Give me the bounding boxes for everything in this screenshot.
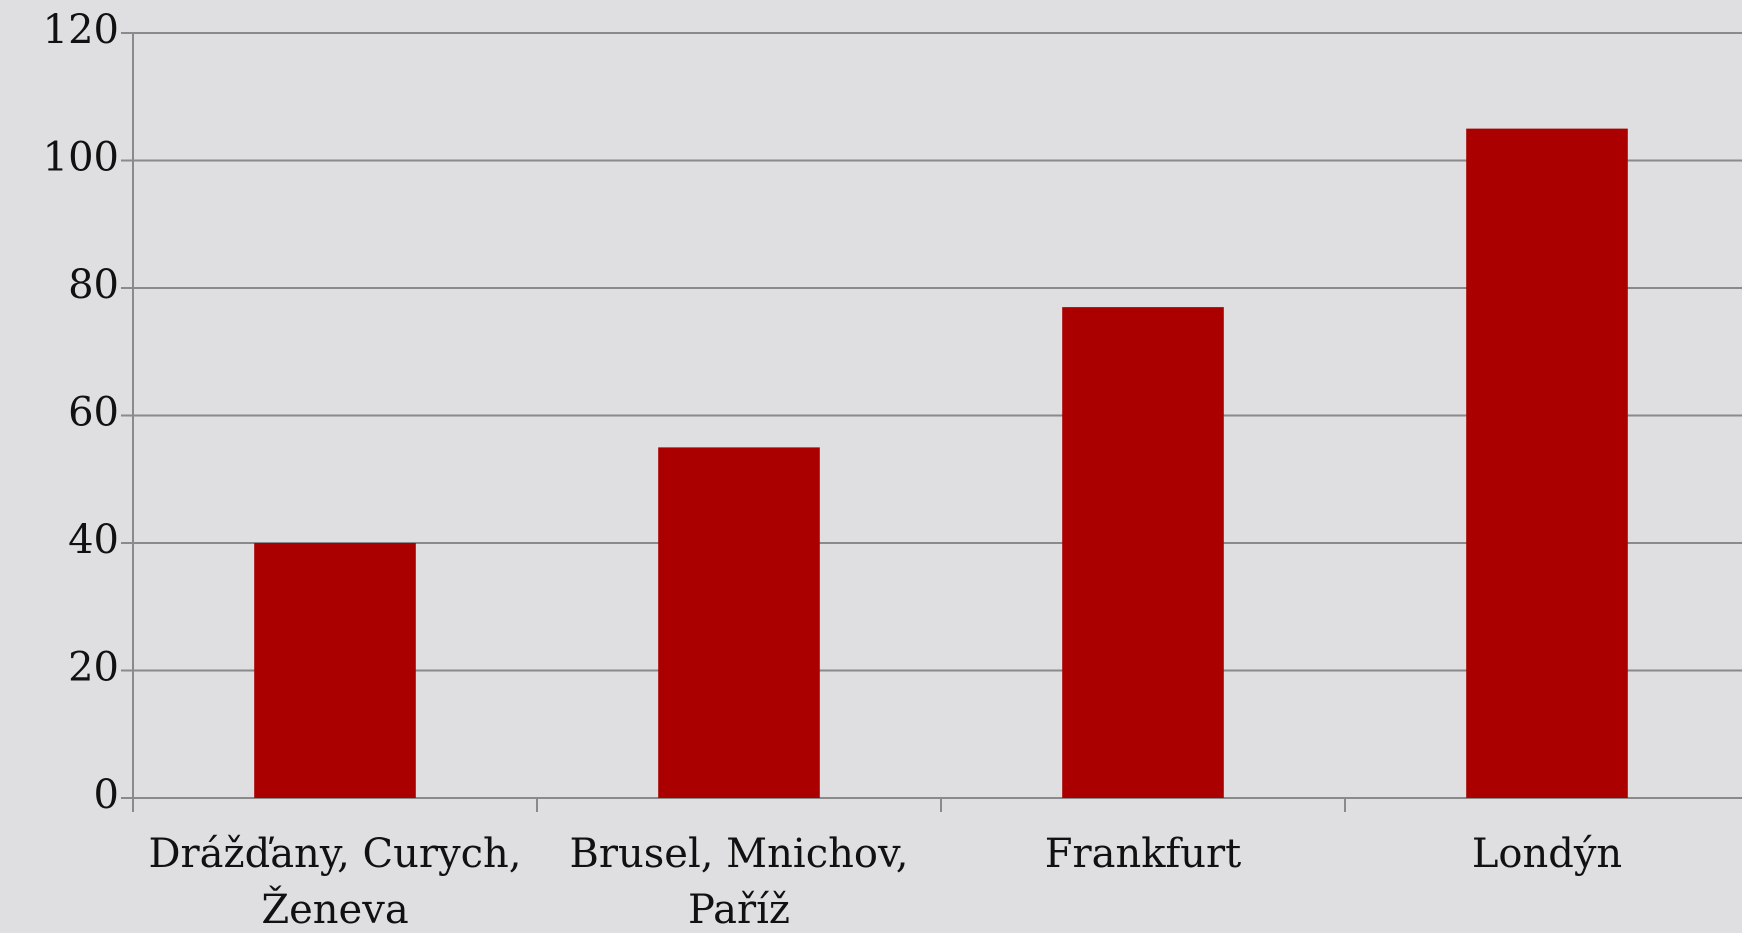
y-tick-label: 80 xyxy=(68,262,119,308)
x-tick-label: Drážďany, Curych, Ženeva xyxy=(148,831,522,933)
x-tick-label: Londýn xyxy=(1471,831,1623,877)
y-tick-label: 40 xyxy=(68,517,119,563)
y-tick-label: 120 xyxy=(43,7,119,53)
bar xyxy=(658,447,820,798)
bar xyxy=(1062,307,1224,798)
y-tick-label: 60 xyxy=(68,390,119,436)
y-tick-label: 20 xyxy=(68,645,119,691)
bar xyxy=(1466,128,1628,798)
x-tick-label: Frankfurt xyxy=(1044,831,1242,877)
x-tick-label: Brusel, Mnichov, Paříž xyxy=(569,831,909,933)
bar xyxy=(254,543,416,798)
y-tick-label: 0 xyxy=(94,772,119,818)
y-tick-label: 100 xyxy=(43,135,119,181)
